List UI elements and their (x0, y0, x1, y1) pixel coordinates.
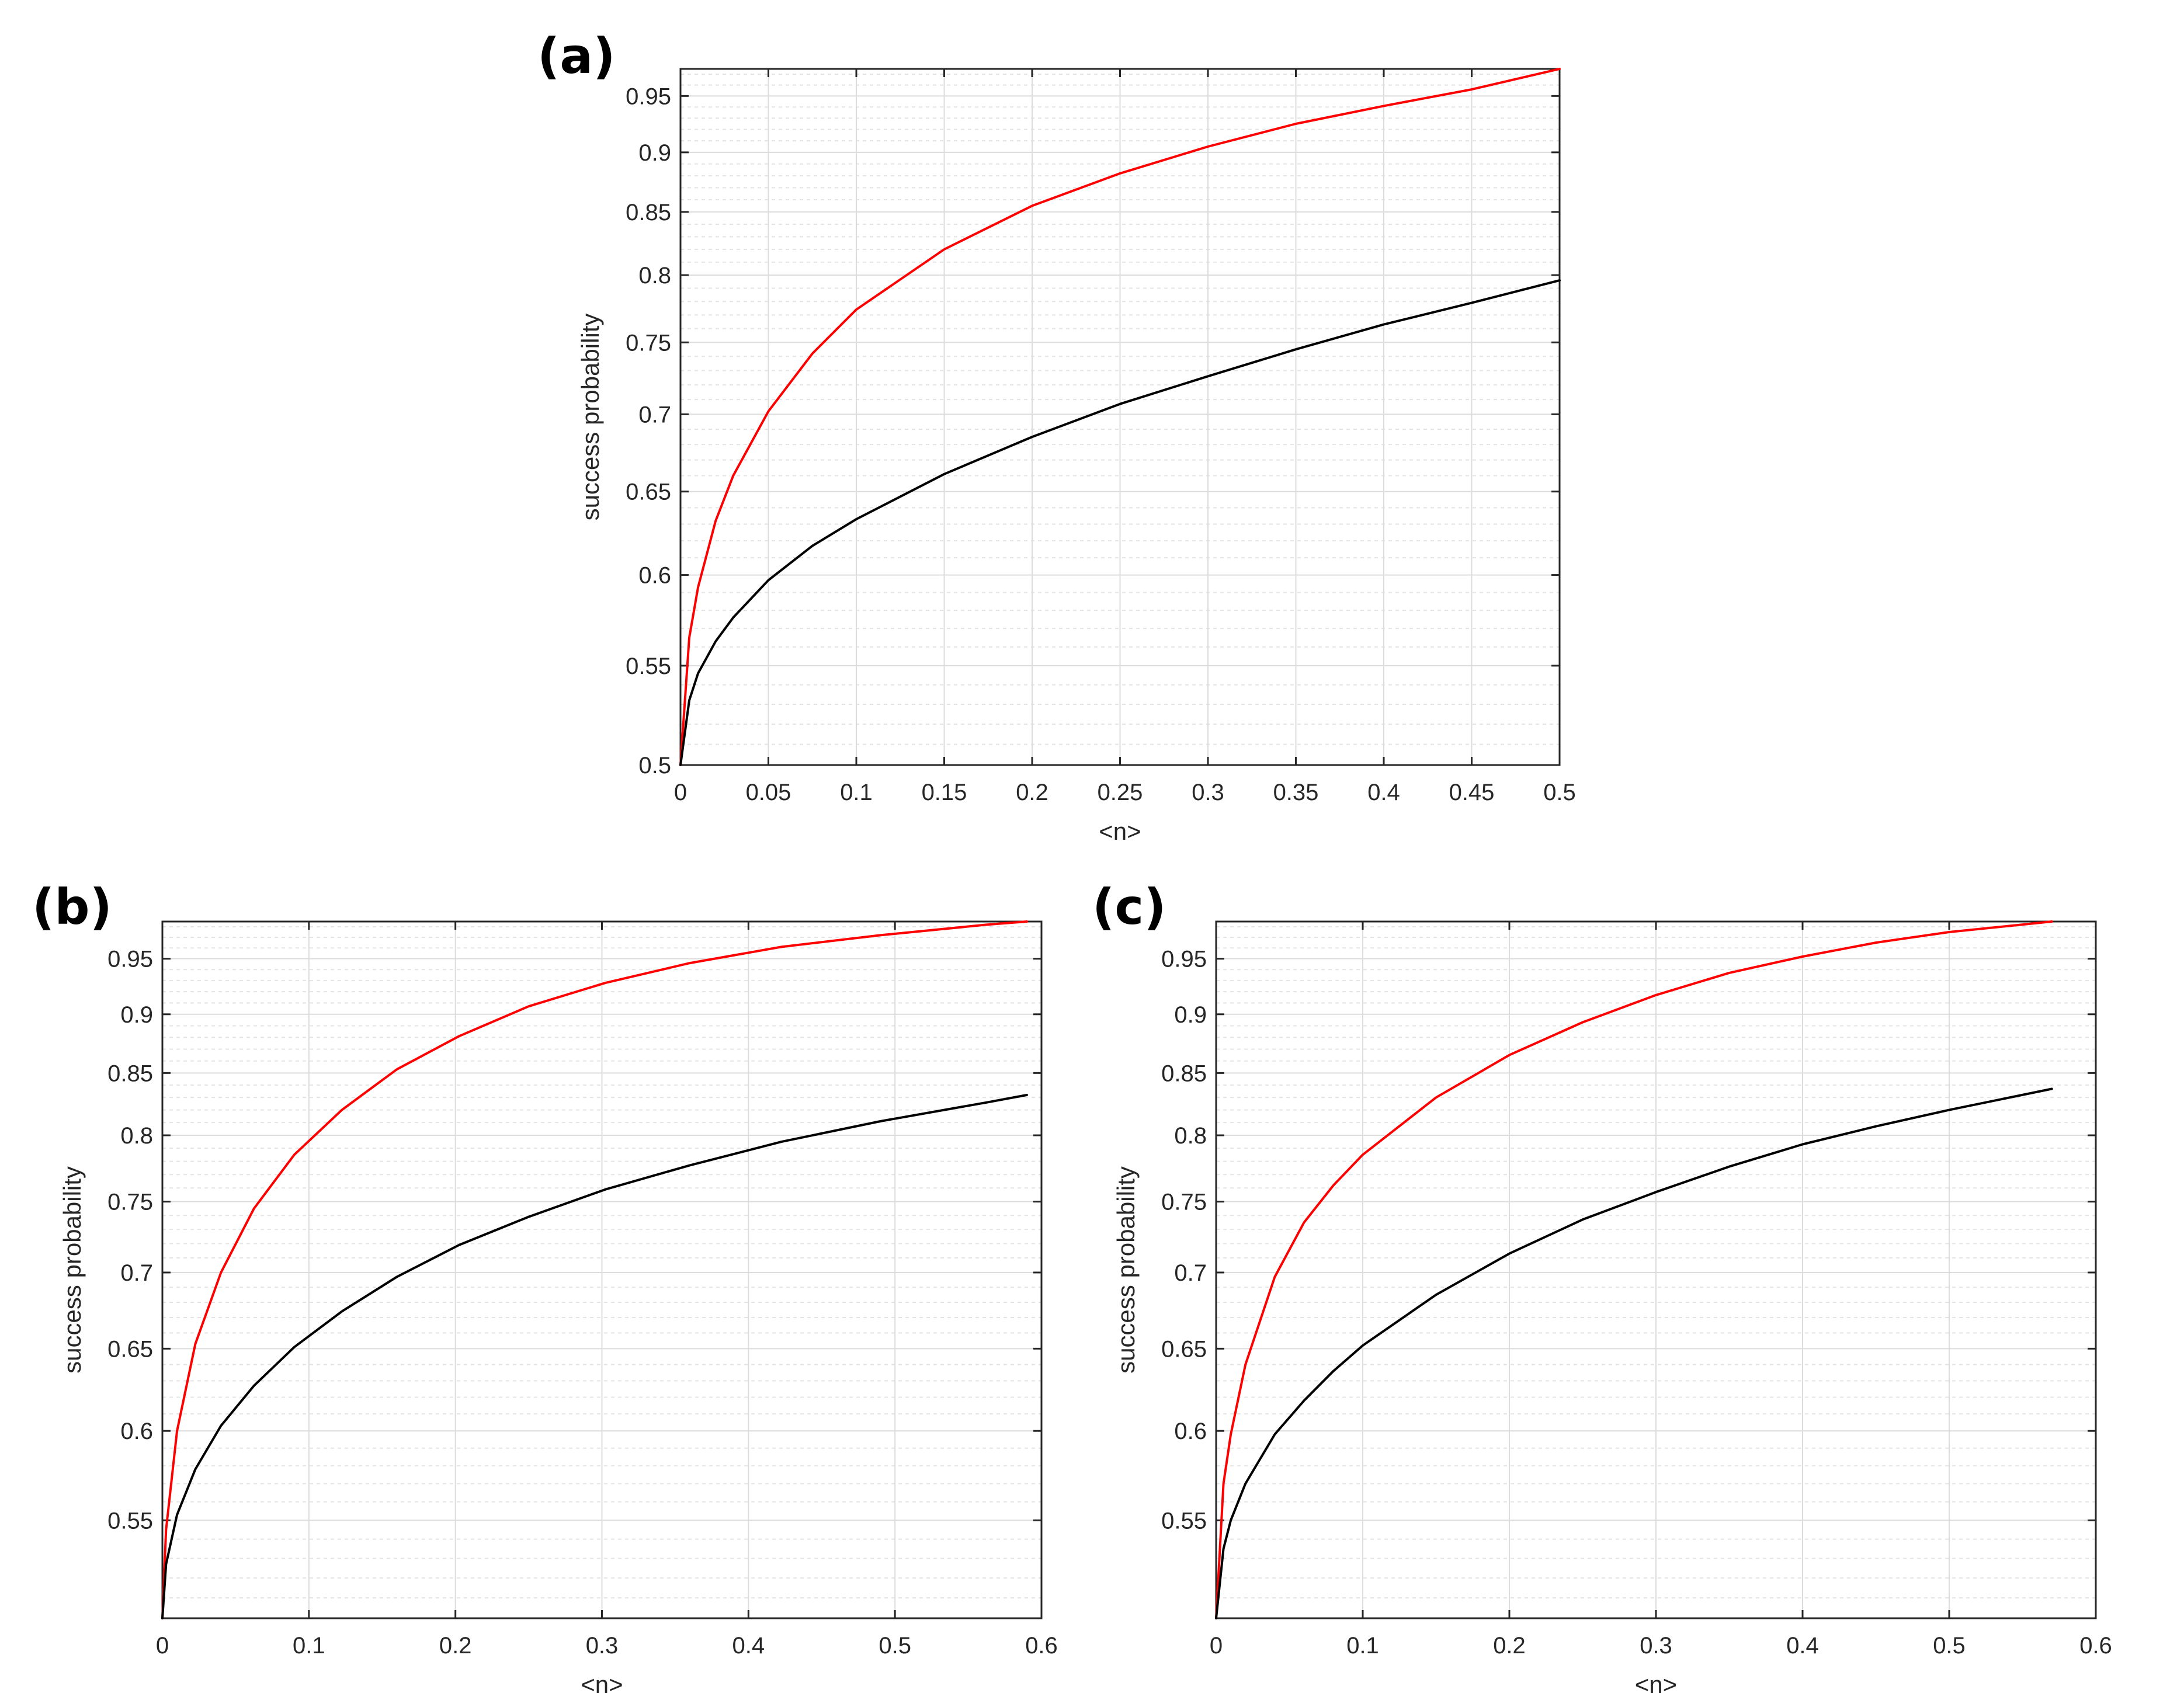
panel-label: (a) (537, 27, 615, 85)
y-tick-label: 0.8 (120, 1123, 153, 1149)
y-tick-label: 0.75 (626, 330, 671, 356)
x-tick-label: 0.15 (922, 780, 967, 805)
y-tick-label: 0.5 (638, 753, 671, 778)
x-tick-label: 0.3 (1192, 780, 1224, 805)
series-line-1 (679, 279, 1561, 766)
y-tick-label: 0.8 (638, 263, 671, 288)
y-tick-label: 0.55 (107, 1508, 153, 1534)
x-tick-label: 0.5 (1543, 780, 1576, 805)
x-tick-label: 0.25 (1098, 780, 1143, 805)
y-tick-label: 0.55 (626, 653, 671, 679)
x-tick-label: 0.2 (1016, 780, 1048, 805)
panel-b: 0 0.1 0.2 0.3 0.4 0.5 0.6 0.55 0.6 0.65 0.7 0.75 0.8… (32, 878, 1058, 1693)
y-tick-label: 0.8 (1174, 1123, 1207, 1149)
panel-label: (c) (1092, 878, 1166, 936)
x-tick-label: 0.05 (746, 780, 791, 805)
x-tick-label: 0.1 (293, 1633, 325, 1659)
x-tick-label: 0.3 (586, 1633, 619, 1659)
y-axis-title: success probability (1112, 1166, 1140, 1374)
y-tick-label: 0.6 (638, 563, 671, 589)
y-tick-label: 0.85 (1161, 1061, 1207, 1086)
y-axis-title: success probability (577, 314, 604, 521)
y-tick-label: 0.85 (626, 200, 671, 225)
x-tick-label: 0.5 (1933, 1633, 1966, 1659)
panel-c: 0 0.1 0.2 0.3 0.4 0.5 0.6 0.55 0.6 0.65 0.7 0.75 0.8… (1092, 878, 2112, 1693)
series-line-1 (1215, 1087, 2053, 1619)
x-tick-label: 0.4 (1367, 780, 1400, 805)
y-tick-label: 0.9 (638, 140, 671, 166)
x-axis-title: <n> (1099, 818, 1141, 845)
y-tick-label: 0.6 (120, 1419, 153, 1444)
series-line-0 (161, 920, 1028, 1619)
y-tick-label: 0.7 (1174, 1260, 1207, 1286)
y-tick-label: 0.65 (107, 1336, 153, 1362)
y-tick-label: 0.95 (1161, 947, 1207, 972)
x-axis-title: <n> (581, 1671, 623, 1693)
x-tick-label: 0.35 (1273, 780, 1319, 805)
x-tick-label: 0.6 (2079, 1633, 2112, 1659)
series-line-1 (161, 1094, 1028, 1619)
x-tick-label: 0.5 (879, 1633, 911, 1659)
series-line-0 (1215, 920, 2053, 1619)
x-tick-label: 0.1 (1346, 1633, 1379, 1659)
y-tick-label: 0.85 (107, 1061, 153, 1086)
x-tick-label: 0.45 (1449, 780, 1495, 805)
y-tick-label: 0.7 (120, 1260, 153, 1286)
y-tick-label: 0.9 (120, 1002, 153, 1028)
panel-a: 0 0.05 0.1 0.15 0.2 0.25 0.3 0.35 0.4 0.45 0.5 0.5 0… (537, 27, 1576, 845)
x-tick-label: 0.6 (1025, 1633, 1058, 1659)
x-axis-title: <n> (1635, 1671, 1677, 1693)
x-tick-label: 0.4 (1786, 1633, 1819, 1659)
y-tick-label: 0.65 (1161, 1336, 1207, 1362)
y-tick-label: 0.95 (626, 84, 671, 109)
x-tick-label: 0.3 (1640, 1633, 1672, 1659)
x-tick-label: 0 (156, 1633, 169, 1659)
y-tick-label: 0.75 (1161, 1190, 1207, 1215)
x-tick-label: 0 (674, 780, 687, 805)
y-tick-label: 0.65 (626, 479, 671, 505)
panel-label: (b) (32, 878, 112, 936)
y-tick-label: 0.75 (107, 1190, 153, 1215)
y-tick-label: 0.9 (1174, 1002, 1207, 1028)
y-axis-title: success probability (58, 1166, 86, 1374)
x-tick-label: 0.1 (840, 780, 873, 805)
x-tick-label: 0 (1210, 1633, 1223, 1659)
y-tick-label: 0.6 (1174, 1419, 1207, 1444)
x-tick-label: 0.2 (1493, 1633, 1526, 1659)
x-tick-label: 0.2 (439, 1633, 472, 1659)
series-line-0 (679, 68, 1561, 766)
y-tick-label: 0.55 (1161, 1508, 1207, 1534)
y-tick-label: 0.7 (638, 402, 671, 427)
x-tick-label: 0.4 (732, 1633, 765, 1659)
y-tick-label: 0.95 (107, 947, 153, 972)
